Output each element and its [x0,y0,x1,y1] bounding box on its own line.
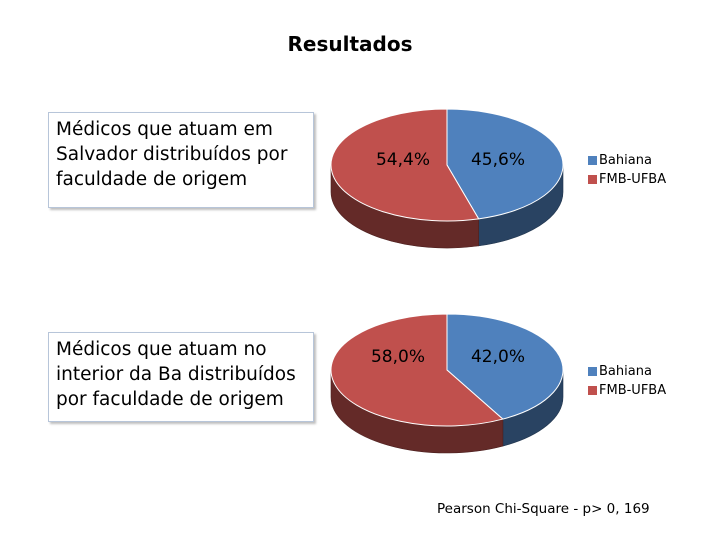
legend-label: FMB-UFBA [599,172,667,187]
description-box-interior: Médicos que atuam no interior da Ba dist… [48,332,314,422]
page-title: Resultados [287,32,413,56]
data-label-bahiana: 42,0% [471,347,525,367]
legend-label: Bahiana [599,153,652,168]
legend-interior: Bahiana FMB-UFBA [588,362,666,400]
legend-item-bahiana: Bahiana [588,362,666,381]
legend-item-fmb-ufba: FMB-UFBA [588,381,666,400]
data-label-bahiana: 45,6% [471,150,525,170]
description-box-salvador: Médicos que atuam em Salvador distribuíd… [48,112,314,208]
statistic-note: Pearson Chi-Square - p> 0, 169 [437,501,650,517]
data-label-fmb-ufba: 54,4% [376,150,430,170]
pie-chart-salvador: 45,6% 54,4% [330,108,564,249]
legend-swatch-fmb-ufba [588,386,597,395]
legend-label: FMB-UFBA [599,383,667,398]
legend-item-fmb-ufba: FMB-UFBA [588,170,666,189]
legend-swatch-bahiana [588,156,597,165]
legend-item-bahiana: Bahiana [588,151,666,170]
pie-slice-fmb-ufba [330,108,480,222]
pie-slice-bahiana [446,313,564,420]
legend-swatch-fmb-ufba [588,175,597,184]
data-label-fmb-ufba: 58,0% [371,347,425,367]
pie-chart-interior: 42,0% 58,0% [330,313,564,454]
legend-label: Bahiana [599,364,652,379]
legend-salvador: Bahiana FMB-UFBA [588,151,666,189]
pie-slice-fmb-ufba [330,313,504,427]
pie-slice-bahiana [446,108,564,220]
legend-swatch-bahiana [588,367,597,376]
